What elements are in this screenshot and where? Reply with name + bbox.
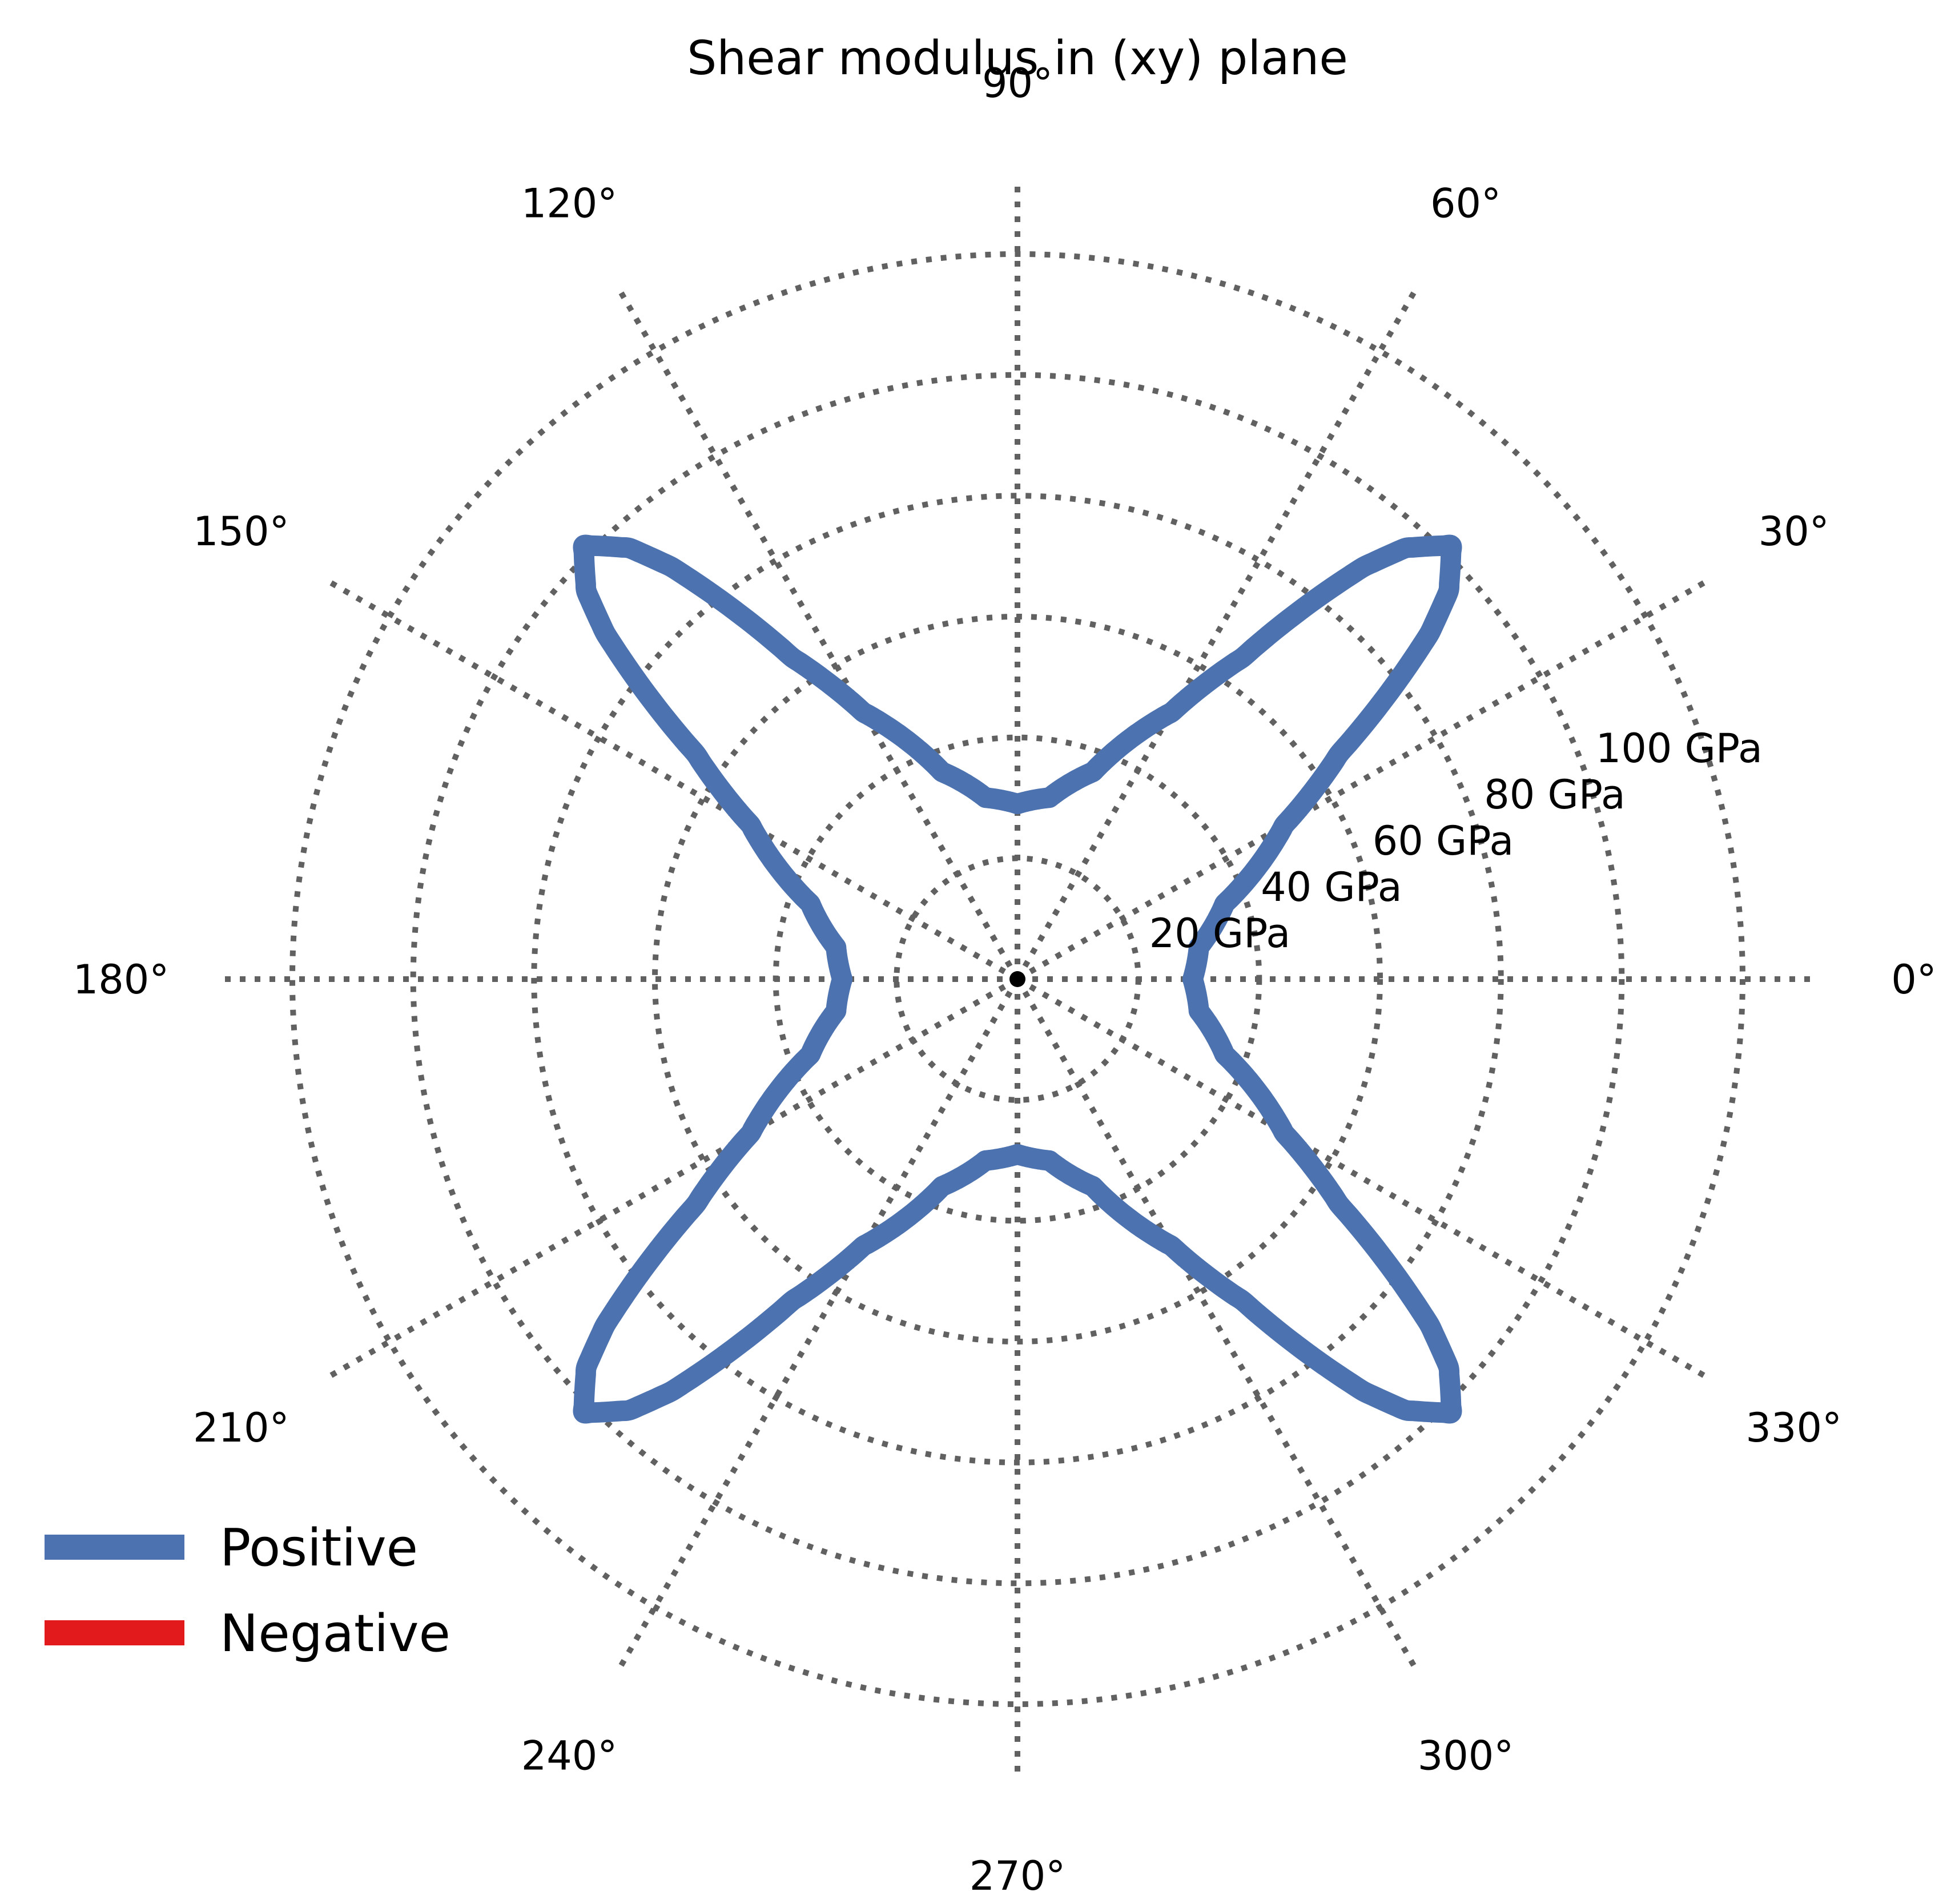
grid-spoke-150: [326, 578, 1019, 982]
angular-tick-label: 0°: [1891, 956, 1937, 1003]
legend-label-negative: Negative: [220, 1604, 450, 1664]
radial-tick-label: 100 GPa: [1596, 725, 1763, 772]
radial-tick-label: 80 GPa: [1484, 771, 1626, 818]
grid-circle-80: [531, 493, 1504, 1466]
angular-tick-label: 180°: [73, 956, 170, 1003]
grid-spoke-300: [1015, 977, 1418, 1670]
angular-tick-label: 270°: [970, 1853, 1066, 1899]
angular-tick-label: 240°: [521, 1733, 618, 1780]
grid-circle-120: [289, 251, 1745, 1707]
angular-tick-label: 300°: [1418, 1733, 1514, 1780]
angular-tick-label: 30°: [1759, 508, 1829, 555]
radial-tick-label: 60 GPa: [1373, 818, 1514, 864]
angular-tick-label: 60°: [1430, 180, 1501, 227]
grid-circle-60: [652, 614, 1383, 1345]
angular-tick-label: 90°: [982, 60, 1053, 107]
series-line-positive: [573, 534, 1462, 1424]
polar-grid: [221, 183, 1814, 1776]
origin-dot: [1009, 971, 1025, 987]
legend-swatch-negative: [45, 1620, 184, 1645]
angular-tick-labels: 0° 30° 60° 90° 120° 150° 180° 210° 240° 270° 300° 3…: [73, 60, 1937, 1899]
angular-tick-label: 210°: [193, 1404, 289, 1451]
angular-tick-label: 120°: [521, 180, 618, 227]
angular-tick-label: 330°: [1745, 1404, 1842, 1451]
legend-label-positive: Positive: [220, 1518, 418, 1578]
grid-spoke-240: [617, 977, 1020, 1670]
legend-swatch-positive: [45, 1535, 184, 1560]
legend: Positive Negative: [45, 1518, 450, 1664]
radial-tick-label: 40 GPa: [1261, 864, 1402, 911]
radial-tick-label: 20 GPa: [1149, 910, 1291, 957]
angular-tick-label: 150°: [193, 508, 289, 555]
chart-title: Shear modulus in (xy) plane: [687, 31, 1348, 86]
series-layer: [573, 534, 1462, 1424]
grid-circle-100: [410, 372, 1625, 1587]
